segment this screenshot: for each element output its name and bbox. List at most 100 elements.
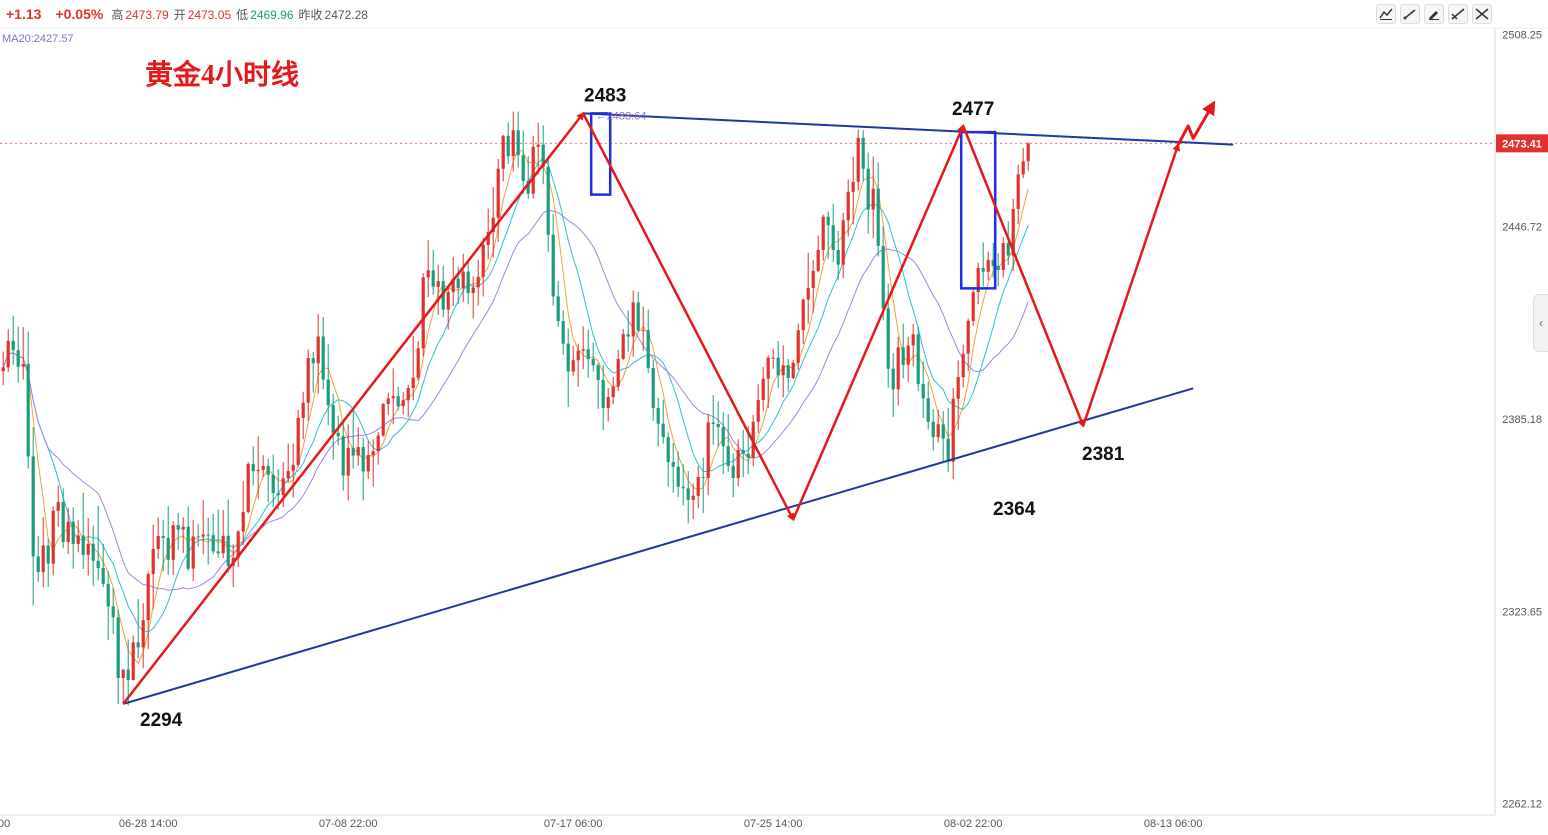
candle — [806, 252, 810, 324]
candle — [396, 386, 400, 411]
candle — [306, 349, 310, 421]
candle — [321, 316, 325, 390]
highlight-box — [589, 112, 612, 196]
candle — [861, 130, 865, 182]
y-tick-label: 2446.72 — [1502, 222, 1542, 234]
prev-close-value: 2472.28 — [324, 7, 368, 22]
candle — [166, 506, 170, 575]
candle — [901, 323, 905, 379]
candle — [411, 335, 415, 401]
candle — [701, 457, 705, 513]
candle — [461, 253, 465, 302]
candle — [976, 262, 980, 305]
candle — [756, 384, 760, 434]
candle — [311, 351, 315, 393]
swing-price-label: 2294 — [140, 710, 183, 731]
candle — [191, 519, 195, 582]
candle — [971, 288, 975, 326]
candle — [956, 360, 960, 430]
candle — [921, 361, 925, 419]
candle — [96, 506, 100, 581]
candle — [466, 259, 470, 305]
price-change: +1.13 — [6, 6, 42, 22]
candle — [136, 598, 140, 659]
candle — [66, 507, 70, 555]
zigzag-arrow — [1082, 142, 1181, 427]
candle — [911, 323, 915, 367]
candle — [271, 454, 275, 508]
candle — [936, 409, 940, 443]
candle — [601, 364, 605, 431]
candle — [916, 326, 920, 392]
candle — [626, 310, 630, 352]
candle — [721, 412, 725, 474]
high-label: 高 — [111, 7, 124, 22]
candle — [36, 536, 40, 582]
x-tick-label: 08-02 22:00 — [944, 818, 1003, 830]
fullscreen-icon[interactable] — [1472, 4, 1492, 24]
candle — [846, 179, 850, 237]
candle — [101, 543, 105, 588]
candle — [176, 512, 180, 550]
candle — [386, 392, 390, 416]
candle — [646, 309, 650, 374]
candle — [391, 368, 395, 425]
candle — [1001, 236, 1005, 278]
candle — [931, 408, 935, 451]
candle — [896, 336, 900, 406]
x-tick-label: 06-28 14:00 — [119, 818, 178, 830]
x-tick-label: 07-08 22:00 — [319, 818, 378, 830]
candle — [696, 466, 700, 509]
candle — [631, 290, 635, 358]
candle — [56, 485, 60, 527]
indicator-icon[interactable] — [1448, 4, 1468, 24]
swing-price-label: 2364 — [993, 499, 1036, 520]
candle — [381, 403, 385, 437]
candle — [6, 329, 10, 373]
x-tick-label: 07-25 14:00 — [744, 818, 803, 830]
candle — [566, 328, 570, 408]
candle — [616, 349, 620, 392]
candle — [586, 329, 590, 379]
draw-icon[interactable] — [1400, 4, 1420, 24]
candle — [836, 230, 840, 280]
chart-type-icon[interactable] — [1376, 4, 1396, 24]
candle — [981, 242, 985, 287]
candle — [666, 432, 670, 487]
ma20-readout: MA20:2427.57 — [2, 33, 74, 45]
candle — [206, 517, 210, 565]
candle — [581, 326, 585, 370]
candle — [536, 122, 540, 175]
candle — [336, 415, 340, 446]
candle — [481, 237, 485, 297]
candle — [576, 343, 580, 387]
candle — [471, 276, 475, 319]
candle — [346, 424, 350, 501]
x-tick-label: 00 — [0, 818, 10, 830]
candle — [151, 524, 155, 609]
max-price-marker: ←2483.64 — [596, 110, 647, 122]
candle — [341, 420, 345, 491]
candle — [541, 125, 545, 185]
candle — [1016, 164, 1020, 225]
candle — [671, 443, 675, 493]
candle — [246, 462, 250, 514]
candle — [606, 388, 610, 422]
candle — [596, 363, 600, 409]
ma20-line — [2, 209, 1029, 591]
candle — [416, 341, 420, 381]
candle — [856, 129, 860, 191]
collapse-left-icon[interactable]: ‹ — [1533, 294, 1548, 352]
candle — [1, 351, 5, 386]
candle — [501, 134, 505, 182]
candle — [131, 635, 135, 681]
candle — [371, 439, 375, 487]
candle — [506, 122, 510, 165]
candle — [891, 353, 895, 418]
candle — [71, 507, 75, 569]
candle — [356, 427, 360, 466]
swing-price-label: 2477 — [952, 99, 994, 120]
resistance-trendline — [583, 112, 1234, 146]
candle — [286, 443, 290, 483]
pen-icon[interactable] — [1424, 4, 1444, 24]
